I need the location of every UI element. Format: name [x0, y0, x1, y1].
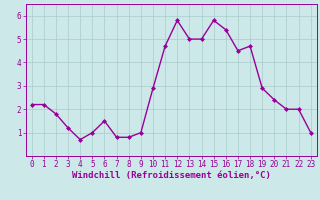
X-axis label: Windchill (Refroidissement éolien,°C): Windchill (Refroidissement éolien,°C) — [72, 171, 271, 180]
